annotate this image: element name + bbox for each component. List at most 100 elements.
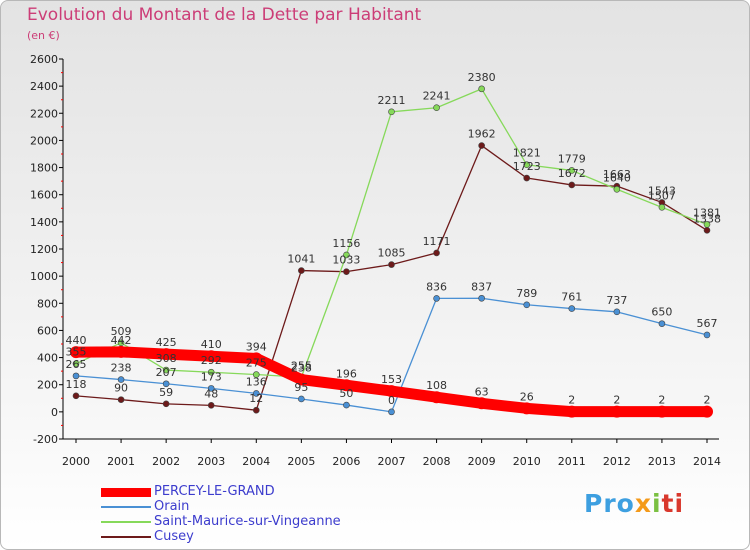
data-point bbox=[250, 352, 263, 365]
data-label: 108 bbox=[426, 379, 447, 392]
data-point bbox=[117, 339, 125, 347]
data-point bbox=[523, 174, 531, 182]
data-point bbox=[162, 400, 170, 408]
data-point bbox=[565, 405, 578, 418]
chart-title: Evolution du Montant de la Dette par Hab… bbox=[27, 5, 422, 25]
data-label: 0 bbox=[388, 394, 395, 407]
data-label: 292 bbox=[201, 354, 222, 367]
data-point bbox=[72, 372, 80, 380]
data-label: 2 bbox=[613, 394, 620, 407]
data-point bbox=[298, 395, 305, 403]
x-tick-label: 2007 bbox=[378, 455, 406, 468]
data-point bbox=[520, 402, 533, 415]
data-label: 394 bbox=[246, 340, 267, 353]
data-label: 836 bbox=[426, 280, 447, 293]
legend-swatch bbox=[101, 506, 151, 508]
x-tick-label: 2009 bbox=[468, 455, 496, 468]
data-label: 238 bbox=[291, 362, 312, 375]
data-point bbox=[658, 204, 666, 211]
data-label: 509 bbox=[111, 325, 132, 338]
data-label: 1640 bbox=[603, 171, 631, 184]
data-point bbox=[252, 371, 260, 378]
x-tick-label: 2013 bbox=[648, 455, 676, 468]
data-point bbox=[72, 392, 80, 400]
data-label: 90 bbox=[114, 382, 128, 395]
x-tick-label: 2001 bbox=[107, 455, 135, 468]
series-1 bbox=[72, 294, 711, 416]
data-label: 442 bbox=[111, 334, 132, 347]
data-point bbox=[478, 294, 485, 302]
data-point bbox=[433, 249, 440, 257]
data-label: 1507 bbox=[648, 189, 676, 202]
data-point bbox=[655, 405, 668, 418]
logo-part-1: Pro bbox=[584, 489, 635, 518]
data-label: 118 bbox=[66, 378, 87, 391]
data-label: 1821 bbox=[513, 147, 541, 160]
data-point bbox=[568, 181, 576, 189]
data-point bbox=[388, 261, 395, 268]
x-tick-label: 2005 bbox=[287, 455, 315, 468]
data-point bbox=[252, 406, 260, 414]
legend-label: Saint-Maurice-sur-Vingeanne bbox=[154, 514, 341, 529]
y-tick-label: 1200 bbox=[30, 243, 58, 256]
y-tick-label: 1000 bbox=[30, 270, 58, 283]
data-label: 1962 bbox=[468, 128, 496, 141]
data-point bbox=[478, 142, 485, 149]
data-label: 2241 bbox=[423, 90, 451, 103]
data-label: 1085 bbox=[378, 247, 406, 260]
y-tick-label: 200 bbox=[37, 379, 58, 392]
y-tick-label: 400 bbox=[37, 352, 58, 365]
data-label: 761 bbox=[561, 291, 582, 304]
series-line bbox=[75, 88, 708, 378]
data-label: 59 bbox=[159, 386, 173, 399]
series-layer bbox=[70, 85, 713, 418]
proxiti-logo: Proxiti bbox=[584, 489, 684, 518]
x-tick-label: 2006 bbox=[332, 455, 360, 468]
data-label: 440 bbox=[66, 334, 87, 347]
x-tick-label: 2008 bbox=[423, 455, 451, 468]
y-tick-label: 0 bbox=[51, 406, 58, 419]
data-label: 2 bbox=[704, 394, 711, 407]
data-point bbox=[430, 391, 443, 404]
data-point bbox=[523, 301, 531, 309]
axes: -200 0 200 400 600 800 1000 1200 1400 1600 1800 200… bbox=[30, 53, 721, 468]
x-tick-label: 2010 bbox=[513, 455, 541, 468]
logo-part-2: x bbox=[634, 489, 652, 518]
y-tick-label: 2600 bbox=[30, 53, 58, 66]
data-point bbox=[523, 161, 531, 169]
data-label: 1156 bbox=[332, 237, 360, 250]
logo-part-3: i bbox=[651, 489, 662, 518]
x-tick-label: 2012 bbox=[603, 455, 631, 468]
data-point bbox=[117, 376, 125, 383]
legend-label: PERCEY-LE-GRAND bbox=[154, 484, 275, 499]
y-tick-label: -200 bbox=[33, 433, 58, 446]
data-point bbox=[115, 345, 128, 358]
y-tick-label: 1400 bbox=[30, 216, 58, 229]
data-point bbox=[117, 396, 125, 403]
data-label: 308 bbox=[156, 352, 177, 365]
data-point bbox=[72, 360, 80, 367]
data-point bbox=[207, 368, 215, 376]
data-point bbox=[207, 385, 215, 392]
data-label: 95 bbox=[294, 381, 308, 394]
y-tick-label: 2400 bbox=[30, 80, 58, 93]
data-label: 1543 bbox=[648, 184, 676, 197]
data-point bbox=[160, 348, 173, 361]
data-point bbox=[252, 390, 260, 397]
data-label: 789 bbox=[516, 287, 537, 300]
legend-swatch bbox=[101, 488, 151, 497]
data-label: 2211 bbox=[378, 94, 406, 107]
data-label: 837 bbox=[471, 280, 492, 293]
y-tick-label: 600 bbox=[37, 324, 58, 337]
data-label: 207 bbox=[156, 366, 177, 379]
x-tick-label: 2014 bbox=[693, 455, 721, 468]
data-label: 153 bbox=[381, 373, 402, 386]
x-tick-label: 2011 bbox=[558, 455, 586, 468]
data-point bbox=[703, 221, 711, 228]
data-label: 650 bbox=[651, 306, 672, 319]
x-tick-label: 2003 bbox=[197, 455, 225, 468]
data-label: 1779 bbox=[558, 152, 586, 165]
data-label: 2380 bbox=[468, 71, 496, 84]
logo-part-4: ti bbox=[661, 489, 685, 518]
